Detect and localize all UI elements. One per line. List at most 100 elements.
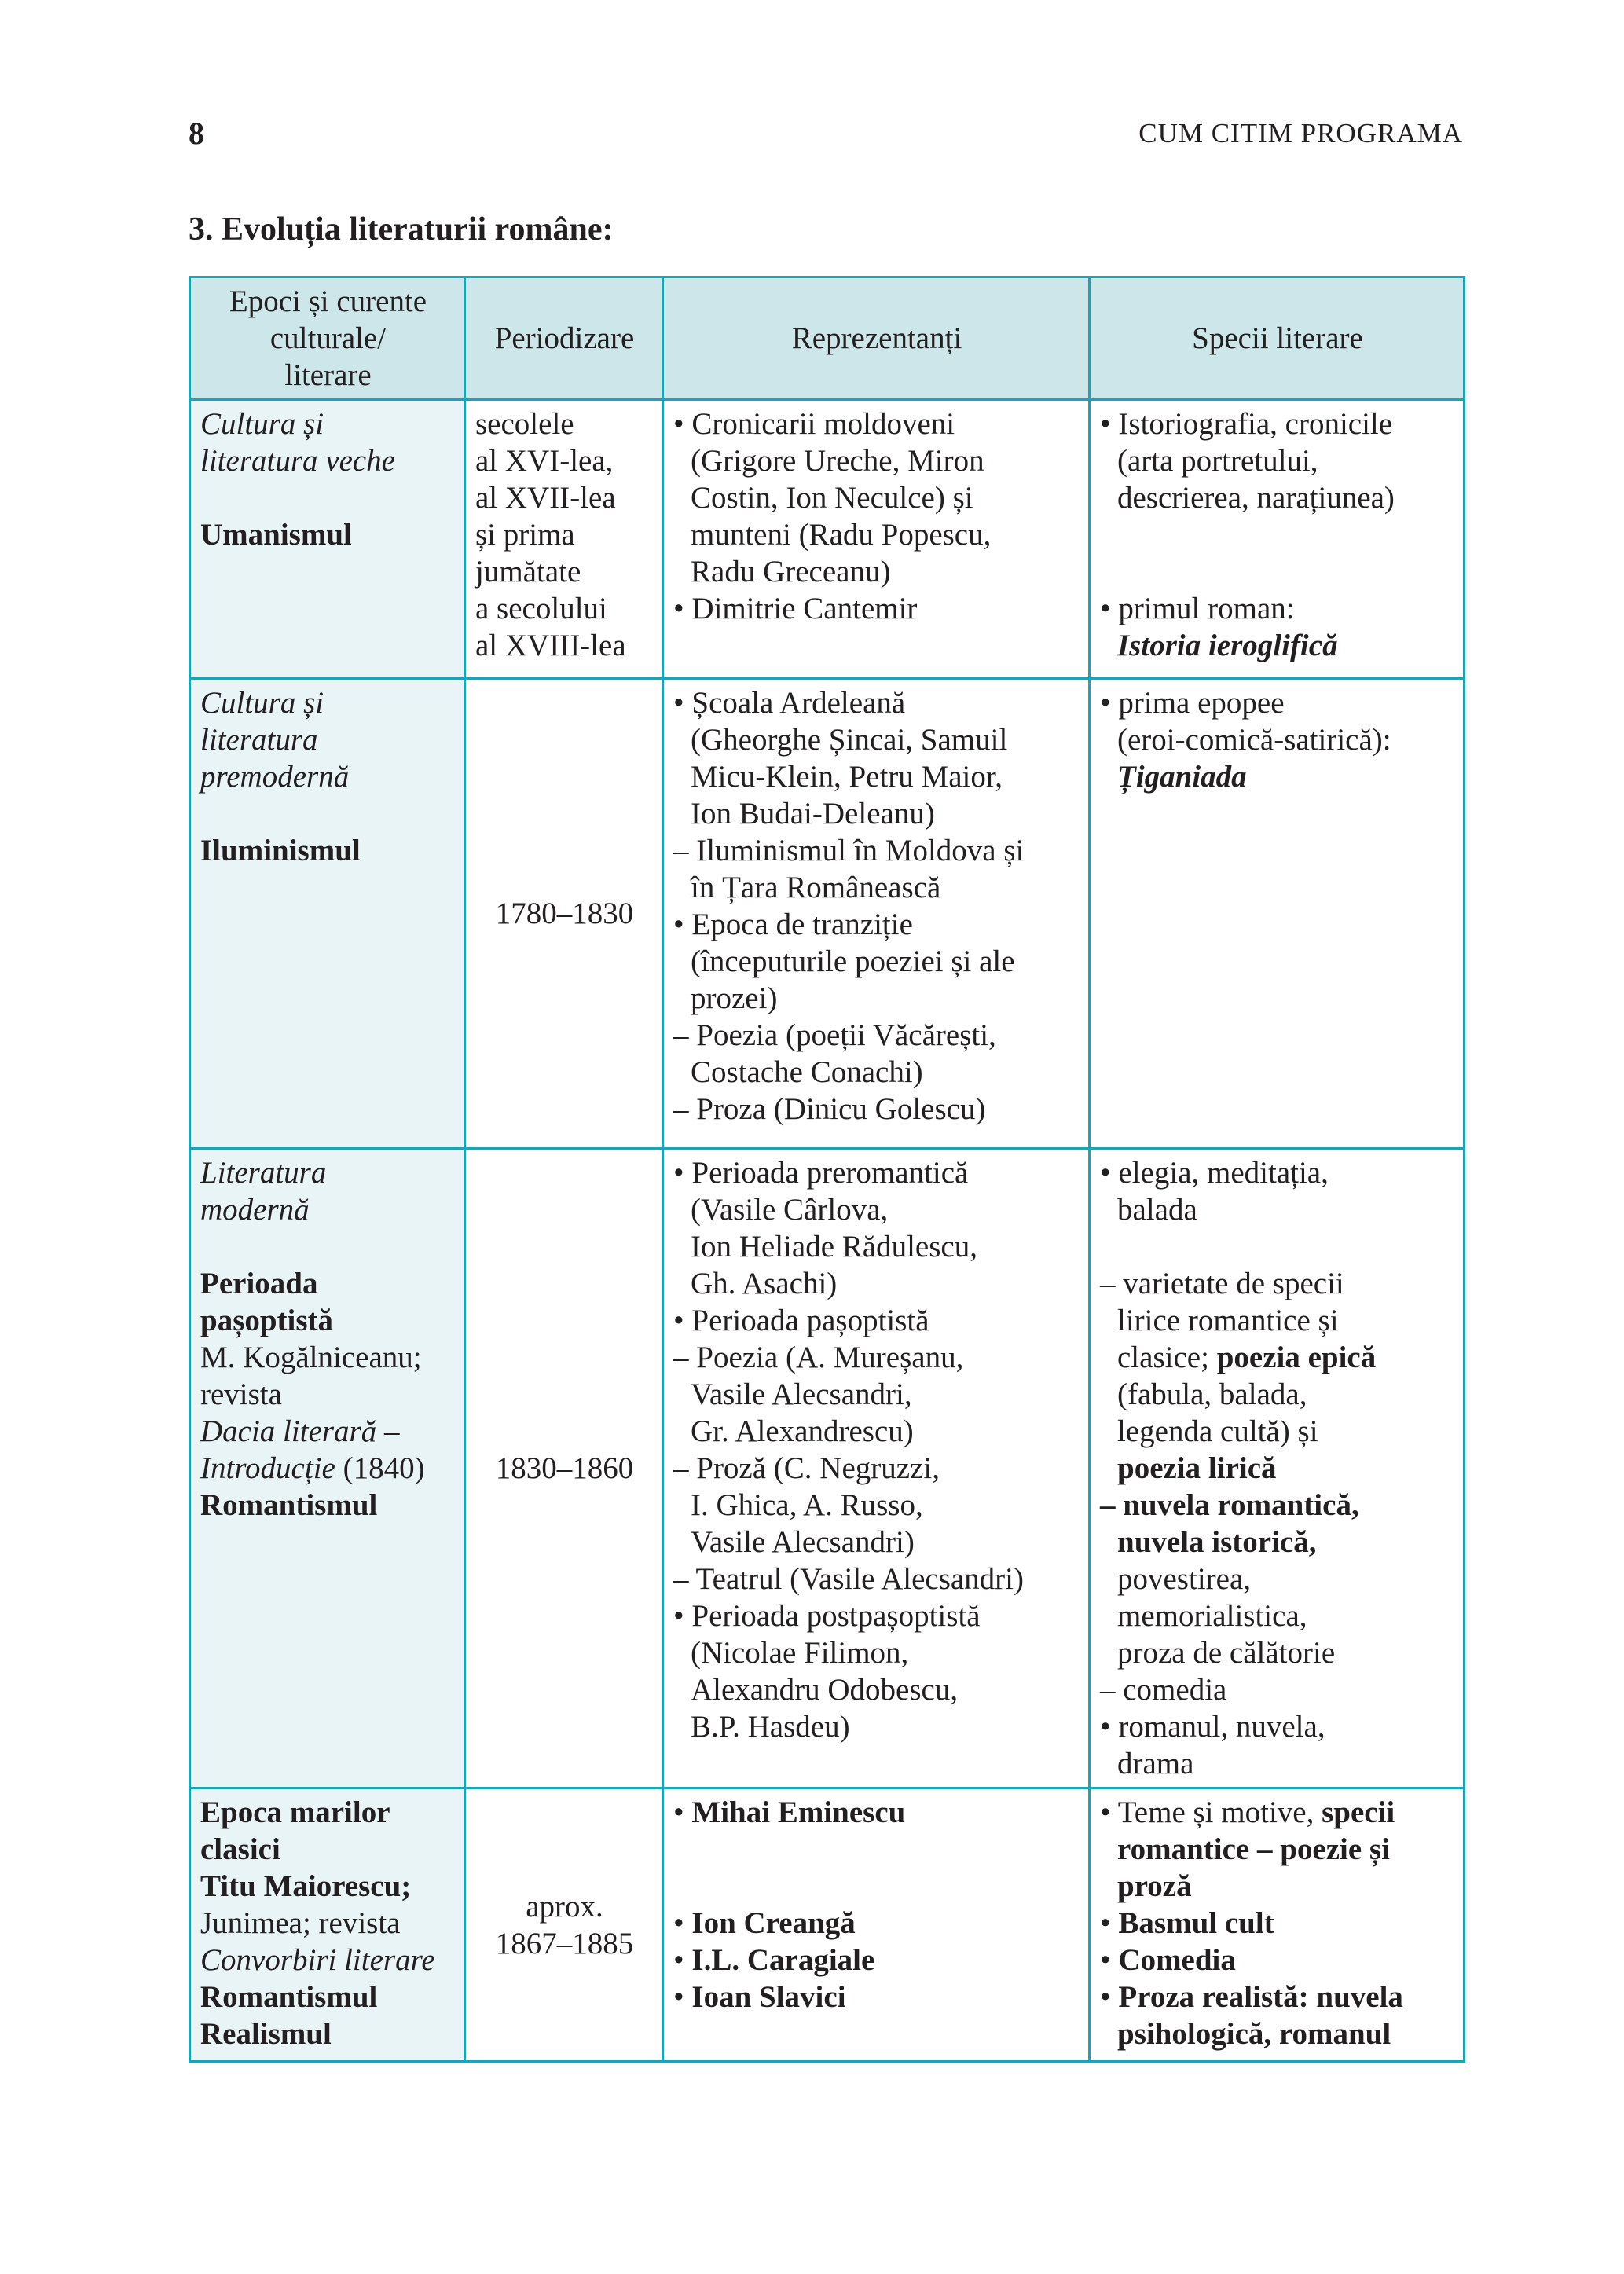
text-line: Gr. Alexandrescu) bbox=[673, 1413, 1080, 1450]
bold-text: clasici bbox=[200, 1832, 280, 1866]
text-line: Titu Maiorescu; bbox=[200, 1868, 456, 1905]
text-line: proza de călătorie bbox=[1100, 1634, 1455, 1671]
header-genres: Specii literare bbox=[1088, 276, 1465, 401]
bold-text: Iluminismul bbox=[200, 834, 361, 867]
text: • bbox=[673, 1943, 692, 1977]
text: • Dimitrie Cantemir bbox=[673, 592, 918, 625]
text-line: Iluminismul bbox=[200, 832, 456, 869]
table-row: Epoca marilor clasici Titu Maiorescu; Junim… bbox=[189, 1787, 1465, 2063]
list-item: • Școala Ardeleană bbox=[673, 684, 1080, 721]
header-text: Specii literare bbox=[1192, 321, 1363, 355]
list-item: – varietate de specii bbox=[1100, 1265, 1455, 1302]
italic-text: Literatura bbox=[200, 1156, 327, 1190]
bold-text: romantice – poezie și bbox=[1117, 1832, 1390, 1866]
section-title: 3. Evoluția literaturii române: bbox=[189, 211, 614, 248]
text: revista bbox=[200, 1377, 282, 1411]
text-line: pașoptistă bbox=[200, 1302, 456, 1339]
header-text: Periodizare bbox=[494, 321, 635, 355]
text-line: Ion Heliade Rădulescu, bbox=[673, 1228, 1080, 1265]
text-line: (eroi-comică-satirică): bbox=[1100, 721, 1455, 758]
bold-text: proză bbox=[1117, 1869, 1192, 1903]
text: (Gheorghe Șincai, Samuil bbox=[691, 723, 1008, 757]
text: legenda cultă) și bbox=[1117, 1414, 1318, 1448]
text-line: nuvela istorică, bbox=[1100, 1524, 1455, 1561]
text-line: 1830–1860 bbox=[475, 1450, 654, 1487]
text-line: descrierea, narațiunea) bbox=[1100, 479, 1455, 516]
text: Micu-Klein, Petru Maior, bbox=[691, 760, 1003, 794]
text: prozei) bbox=[691, 981, 778, 1015]
text-line: clasice; poezia epică bbox=[1100, 1339, 1455, 1376]
bold-text: Titu Maiorescu; bbox=[200, 1869, 412, 1903]
title-text: Țiganiada bbox=[1117, 760, 1247, 794]
bold-text: Ion Creangă bbox=[691, 1906, 856, 1940]
cell-period: 1830–1860 bbox=[464, 1147, 664, 1789]
list-item: – Teatrul (Vasile Alecsandri) bbox=[673, 1561, 1080, 1597]
text: Vasile Alecsandri, bbox=[691, 1377, 912, 1411]
text: – Teatrul (Vasile Alecsandri) bbox=[673, 1562, 1024, 1596]
text: I. Ghica, A. Russo, bbox=[691, 1488, 923, 1522]
text-line: M. Kogălniceanu; bbox=[200, 1339, 456, 1376]
text: și prima bbox=[475, 518, 575, 552]
text: jumătate bbox=[475, 555, 581, 589]
bold-text: Realismul bbox=[200, 2017, 332, 2051]
text-line: al XVIII-lea bbox=[475, 627, 654, 664]
italic-text: literatura veche bbox=[200, 444, 395, 478]
italic-text: Introducție bbox=[200, 1451, 335, 1485]
text-line: lirice romantice și bbox=[1100, 1302, 1455, 1339]
list-item: • Perioada preromantică bbox=[673, 1154, 1080, 1191]
bold-text: Comedia bbox=[1118, 1943, 1236, 1977]
text: drama bbox=[1117, 1747, 1194, 1781]
text-line: literatura veche bbox=[200, 442, 456, 479]
text: • Epoca de tranziție bbox=[673, 908, 913, 941]
text: al XVI-lea, bbox=[475, 444, 614, 478]
header-epoch: Epoci și curente culturale/literare bbox=[189, 276, 466, 401]
text: (arta portretului, bbox=[1117, 444, 1318, 478]
text: (Nicolae Filimon, bbox=[691, 1636, 909, 1670]
text: munteni (Radu Popescu, bbox=[691, 518, 992, 552]
text: Ion Budai-Deleanu) bbox=[691, 797, 935, 831]
cell-epoch: Epoca marilor clasici Titu Maiorescu; Junim… bbox=[189, 1787, 466, 2063]
text-line: balada bbox=[1100, 1191, 1455, 1228]
text-line: povestirea, bbox=[1100, 1561, 1455, 1597]
text: Costin, Ion Neculce) și bbox=[691, 481, 973, 515]
text-line: (arta portretului, bbox=[1100, 442, 1455, 479]
text-line: Vasile Alecsandri, bbox=[673, 1376, 1080, 1413]
text: M. Kogălniceanu; bbox=[200, 1341, 422, 1374]
text-line: Micu-Klein, Petru Maior, bbox=[673, 758, 1080, 795]
cell-representatives: • Perioada preromantică (Vasile Cârlova, I… bbox=[662, 1147, 1091, 1789]
cell-epoch: Literatura modernă Perioada pașoptistă M. Ko… bbox=[189, 1147, 466, 1789]
text-line: Radu Greceanu) bbox=[673, 553, 1080, 590]
list-item: • Dimitrie Cantemir bbox=[673, 590, 1080, 627]
text: proza de călătorie bbox=[1117, 1636, 1336, 1670]
text-line: a secolului bbox=[475, 590, 654, 627]
list-item: • Proza realistă: nuvela bbox=[1100, 1979, 1455, 2015]
text: (fabula, balada, bbox=[1117, 1377, 1307, 1411]
text: – Poezia (A. Mureșanu, bbox=[673, 1341, 964, 1374]
list-item: • primul roman: bbox=[1100, 590, 1455, 627]
text: 1780–1830 bbox=[495, 897, 634, 930]
bold-text: Umanismul bbox=[200, 518, 352, 552]
text-line: B.P. Hasdeu) bbox=[673, 1708, 1080, 1745]
list-item: • I.L. Caragiale bbox=[673, 1942, 1080, 1979]
text-line: proză bbox=[1100, 1868, 1455, 1905]
text-line: Cultura și bbox=[200, 405, 456, 442]
text-line: poezia lirică bbox=[1100, 1450, 1455, 1487]
italic-text: premodernă bbox=[200, 760, 350, 794]
italic-text: Dacia literară – bbox=[200, 1414, 400, 1448]
text: Radu Greceanu) bbox=[691, 555, 891, 589]
text: • bbox=[673, 1795, 692, 1829]
text: Junimea; revista bbox=[200, 1906, 401, 1940]
running-head: CUM CITIM PROGRAMA bbox=[1138, 118, 1463, 149]
text: Gh. Asachi) bbox=[691, 1267, 838, 1300]
text-line: munteni (Radu Popescu, bbox=[673, 516, 1080, 553]
list-item: • Cronicarii moldoveni bbox=[673, 405, 1080, 442]
bold-text: I.L. Caragiale bbox=[691, 1943, 875, 1977]
list-item: – Proza (Dinicu Golescu) bbox=[673, 1091, 1080, 1128]
cell-genres: • prima epopee (eroi-comică-satirică): Țig… bbox=[1088, 677, 1465, 1150]
bold-text: psihologică, romanul bbox=[1117, 2017, 1391, 2051]
list-item: • prima epopee bbox=[1100, 684, 1455, 721]
blank-line bbox=[200, 479, 456, 516]
text: – varietate de specii bbox=[1100, 1267, 1344, 1300]
text: • elegia, meditația, bbox=[1100, 1156, 1329, 1190]
text: • Școala Ardeleană bbox=[673, 686, 906, 720]
